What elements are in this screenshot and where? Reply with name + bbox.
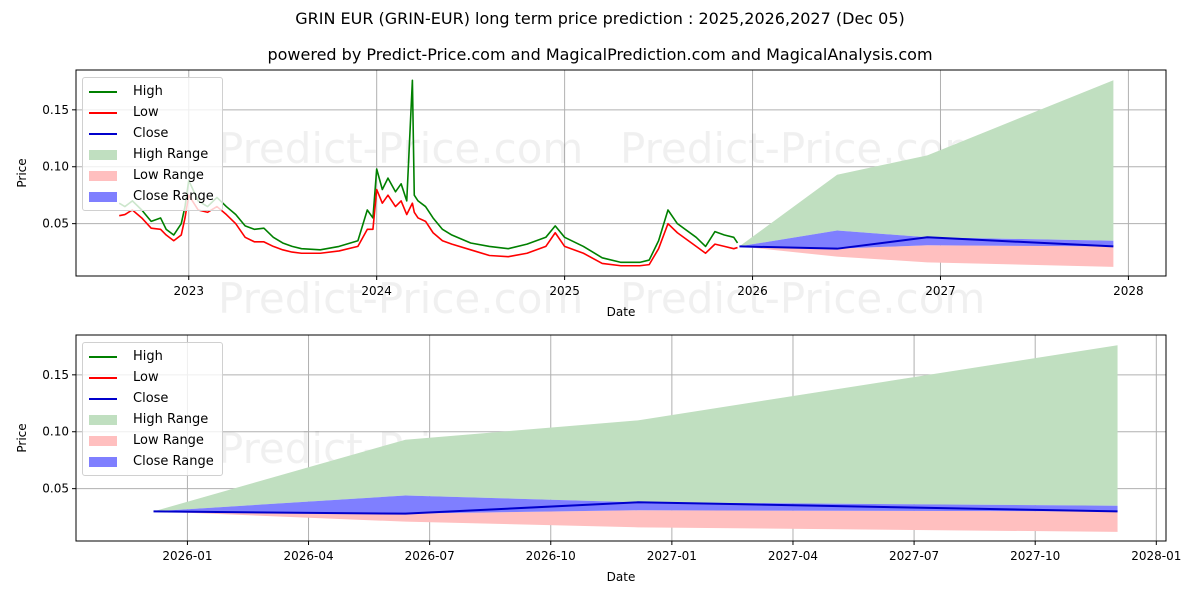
- chart-subtitle: powered by Predict-Price.com and Magical…: [267, 45, 933, 64]
- chart-title: GRIN EUR (GRIN-EUR) long term price pred…: [295, 9, 905, 28]
- legend-item-close-range: Close Range: [89, 451, 214, 472]
- watermark: Predict-Price.com: [620, 274, 985, 323]
- legend-item-high: High: [89, 346, 214, 367]
- y-tick-label: 0.10: [42, 160, 69, 174]
- legend-item-close: Close: [89, 123, 214, 144]
- close-line: [153, 501, 1118, 515]
- legend-label: Low: [133, 370, 159, 385]
- x-tick-label: 2027-10: [1010, 549, 1060, 563]
- x-axis-label: Date: [607, 570, 636, 584]
- close-range-area: [739, 230, 1114, 249]
- legend-label: Close: [133, 126, 169, 141]
- legend-item-low: Low: [89, 102, 214, 123]
- legend-label: Close Range: [133, 189, 214, 204]
- legend-item-low-range: Low Range: [89, 430, 214, 451]
- legend-swatch: [89, 414, 117, 425]
- x-tick-label: 2023: [173, 284, 204, 298]
- y-axis-label: Price: [15, 158, 29, 187]
- legend-swatch: [89, 355, 117, 358]
- high-range-area: [739, 80, 1114, 247]
- legend-swatch: [89, 170, 117, 181]
- legend-swatch: [89, 149, 117, 160]
- legend-label: Low Range: [133, 168, 204, 183]
- legend-item-close: Close: [89, 388, 214, 409]
- y-tick-label: 0.05: [42, 482, 69, 496]
- axes-frame: [75, 334, 1167, 542]
- x-tick-label: 2027-07: [889, 549, 939, 563]
- legend-swatch: [89, 456, 117, 467]
- forecast-zoom-plot: Predict-Price.comPredict-Price.com2026-0…: [15, 334, 1181, 584]
- x-tick-label: 2024: [361, 284, 392, 298]
- low-range-area: [739, 245, 1114, 267]
- legend-item-low-range: Low Range: [89, 165, 214, 186]
- x-tick-label: 2026-04: [283, 549, 333, 563]
- high-range-area: [153, 345, 1118, 512]
- watermark: Predict-Price.com: [218, 124, 583, 173]
- y-tick-label: 0.05: [42, 217, 69, 231]
- legend-swatch: [89, 111, 117, 114]
- legend-label: Low: [133, 105, 159, 120]
- legend-label: High Range: [133, 412, 209, 427]
- axes-frame: [75, 69, 1167, 277]
- close-line: [739, 236, 1114, 250]
- y-tick-label: 0.10: [42, 425, 69, 439]
- legend-top: High Low Close High Range Low Range Close Ran…: [82, 77, 223, 211]
- x-tick-label: 2028: [1113, 284, 1144, 298]
- low-range-area: [153, 510, 1118, 532]
- legend-swatch: [89, 90, 117, 93]
- legend-swatch: [89, 132, 117, 135]
- x-tick-label: 2027: [925, 284, 956, 298]
- legend-swatch: [89, 397, 117, 400]
- x-tick-label: 2027-01: [647, 549, 697, 563]
- x-tick-label: 2027-04: [768, 549, 818, 563]
- legend-label: Close Range: [133, 454, 214, 469]
- x-tick-label: 2026: [737, 284, 768, 298]
- y-tick-label: 0.15: [42, 368, 69, 382]
- legend-label: High Range: [133, 147, 209, 162]
- legend-label: High: [133, 349, 163, 364]
- close-range-area: [153, 495, 1118, 514]
- x-tick-label: 2026-10: [526, 549, 576, 563]
- legend-item-low: Low: [89, 367, 214, 388]
- legend-bottom: High Low Close High Range Low Range Close Ran…: [82, 342, 223, 476]
- x-axis-label: Date: [607, 305, 636, 319]
- long-term-price-plot: Predict-Price.com Predict-Price.com Predic…: [15, 69, 1167, 323]
- legend-label: Close: [133, 391, 169, 406]
- x-tick-label: 2028-01: [1131, 549, 1181, 563]
- legend-item-high: High: [89, 81, 214, 102]
- y-axis-label: Price: [15, 423, 29, 452]
- legend-item-high-range: High Range: [89, 409, 214, 430]
- x-tick-label: 2025: [549, 284, 580, 298]
- watermark: Predict-Price.com: [218, 274, 583, 323]
- legend-label: High: [133, 84, 163, 99]
- legend-swatch: [89, 191, 117, 202]
- legend-item-high-range: High Range: [89, 144, 214, 165]
- legend-item-close-range: Close Range: [89, 186, 214, 207]
- legend-swatch: [89, 376, 117, 379]
- legend-swatch: [89, 435, 117, 446]
- legend-label: Low Range: [133, 433, 204, 448]
- x-tick-label: 2026-07: [405, 549, 455, 563]
- y-tick-label: 0.15: [42, 103, 69, 117]
- x-tick-label: 2026-01: [162, 549, 212, 563]
